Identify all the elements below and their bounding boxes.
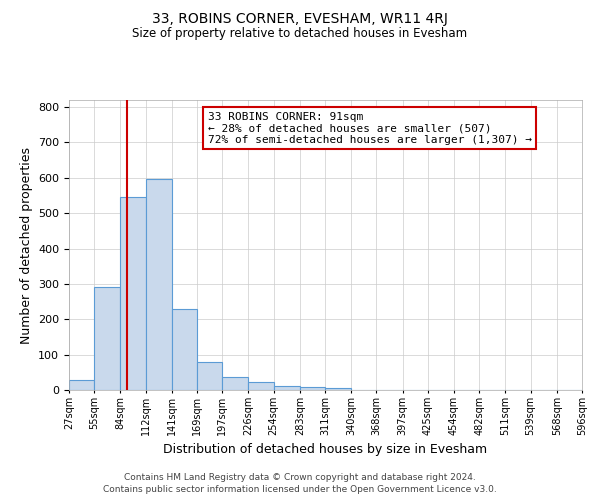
Bar bbox=[274, 386, 300, 390]
Bar bbox=[325, 388, 351, 390]
Text: Contains public sector information licensed under the Open Government Licence v3: Contains public sector information licen… bbox=[103, 485, 497, 494]
Text: Size of property relative to detached houses in Evesham: Size of property relative to detached ho… bbox=[133, 28, 467, 40]
Bar bbox=[146, 179, 172, 390]
Bar bbox=[197, 362, 222, 390]
Bar bbox=[121, 196, 146, 390]
Text: 33 ROBINS CORNER: 91sqm
← 28% of detached houses are smaller (507)
72% of semi-d: 33 ROBINS CORNER: 91sqm ← 28% of detache… bbox=[208, 112, 532, 145]
Bar bbox=[300, 387, 325, 390]
Y-axis label: Number of detached properties: Number of detached properties bbox=[20, 146, 32, 344]
Text: 33, ROBINS CORNER, EVESHAM, WR11 4RJ: 33, ROBINS CORNER, EVESHAM, WR11 4RJ bbox=[152, 12, 448, 26]
Bar bbox=[222, 377, 248, 390]
Bar bbox=[94, 287, 121, 390]
X-axis label: Distribution of detached houses by size in Evesham: Distribution of detached houses by size … bbox=[163, 444, 488, 456]
Bar bbox=[248, 382, 274, 390]
Bar bbox=[69, 380, 94, 390]
Text: Contains HM Land Registry data © Crown copyright and database right 2024.: Contains HM Land Registry data © Crown c… bbox=[124, 472, 476, 482]
Bar bbox=[172, 310, 197, 390]
